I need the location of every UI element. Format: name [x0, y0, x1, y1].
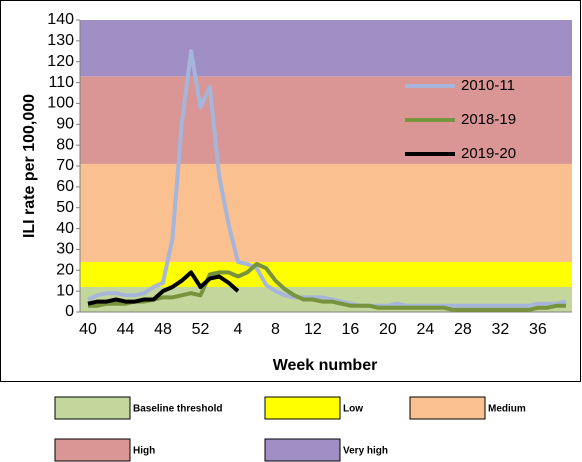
y-tick-label: 110	[48, 74, 74, 91]
y-tick-label: 80	[56, 136, 74, 153]
x-axis-title: Week number	[273, 357, 378, 374]
series-line	[87, 270, 240, 306]
x-tick-label: 24	[417, 321, 435, 338]
band-legend-label: Medium	[488, 404, 526, 415]
y-tick-label: 0	[65, 303, 74, 320]
y-tick-label: 120	[47, 53, 74, 70]
band-legend-label: Low	[343, 404, 363, 415]
x-tick-label: 48	[154, 321, 172, 338]
y-tick-label: 140	[47, 11, 74, 28]
band-legend-swatch	[264, 438, 341, 462]
x-tick-label: 32	[491, 321, 509, 338]
x-tick-label: 16	[342, 321, 360, 338]
threshold-band	[80, 76, 572, 164]
y-tick-label: 90	[56, 116, 74, 133]
y-tick-label: 100	[47, 95, 74, 112]
x-tick-label: 36	[529, 321, 547, 338]
x-tick-label: 12	[304, 321, 322, 338]
band-legend-swatch	[264, 396, 341, 420]
legend-label: 2010-11	[461, 77, 515, 94]
band-legend-label: High	[133, 446, 155, 457]
x-tick-label: 8	[271, 321, 280, 338]
y-tick-label: 20	[56, 262, 74, 279]
y-tick-label: 30	[56, 241, 74, 258]
x-tick-label: 44	[117, 321, 135, 338]
chart-frame	[0, 0, 581, 382]
series-line	[88, 262, 566, 312]
y-tick-label: 50	[56, 199, 74, 216]
threshold-band	[80, 20, 572, 77]
band-legend-label: Baseline threshold	[133, 404, 222, 415]
x-tick-label: 52	[192, 321, 210, 338]
y-tick-label: 130	[47, 32, 74, 49]
legend-label: 2019-20	[461, 145, 516, 162]
x-tick-label: 4	[234, 321, 243, 338]
y-tick-label: 10	[56, 282, 74, 299]
band-legend-label: Very high	[343, 446, 388, 457]
x-tick-label: 40	[79, 321, 97, 338]
y-tick-label: 70	[56, 157, 74, 174]
legend-label: 2018-19	[461, 111, 516, 128]
x-tick-label: 28	[454, 321, 472, 338]
y-tick-label: 40	[56, 220, 74, 237]
band-legend-swatch	[54, 396, 131, 420]
y-tick-label: 60	[56, 178, 74, 195]
y-axis-title: ILI rate per 100,000	[21, 94, 38, 238]
series-line	[87, 49, 567, 308]
threshold-band	[80, 261, 572, 287]
band-legend-swatch	[54, 438, 131, 462]
threshold-band	[80, 163, 572, 262]
x-tick-label: 20	[379, 321, 397, 338]
band-legend-swatch	[409, 396, 486, 420]
